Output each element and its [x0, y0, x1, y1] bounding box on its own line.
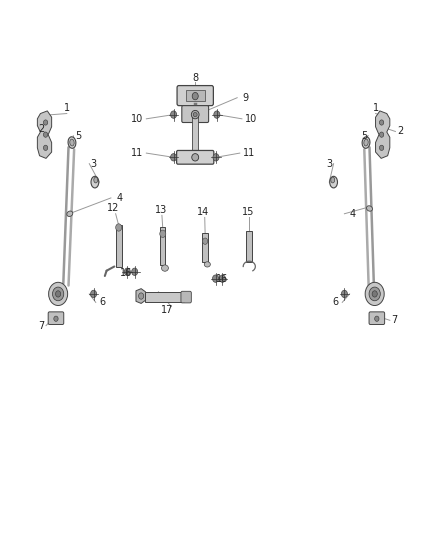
Circle shape [212, 275, 219, 282]
Circle shape [372, 291, 377, 297]
Circle shape [43, 120, 48, 125]
Text: 5: 5 [361, 131, 367, 141]
Circle shape [379, 145, 384, 150]
Text: 2: 2 [39, 124, 45, 134]
Ellipse shape [367, 206, 372, 211]
Polygon shape [375, 111, 390, 158]
Circle shape [54, 316, 58, 321]
Bar [186, 90, 205, 101]
Ellipse shape [94, 177, 98, 183]
Circle shape [53, 287, 64, 301]
Text: 2: 2 [398, 126, 404, 136]
Text: 9: 9 [242, 93, 248, 103]
Circle shape [49, 282, 67, 305]
Ellipse shape [193, 112, 197, 117]
Ellipse shape [91, 176, 99, 188]
Text: 15: 15 [242, 207, 254, 217]
Text: 11: 11 [243, 148, 255, 158]
Circle shape [43, 145, 48, 150]
Bar [160, 228, 166, 265]
Ellipse shape [162, 265, 168, 271]
Ellipse shape [68, 137, 76, 148]
Text: 1: 1 [64, 103, 70, 114]
Circle shape [160, 230, 166, 238]
Ellipse shape [192, 154, 199, 161]
Circle shape [91, 290, 97, 297]
Text: 4: 4 [350, 209, 356, 219]
Ellipse shape [191, 110, 199, 119]
Bar [145, 292, 184, 302]
Ellipse shape [330, 176, 338, 188]
Text: 11: 11 [131, 148, 143, 158]
Ellipse shape [362, 137, 370, 148]
Text: 7: 7 [39, 320, 45, 330]
FancyBboxPatch shape [177, 86, 213, 106]
FancyBboxPatch shape [369, 312, 385, 325]
Bar [116, 225, 122, 266]
Text: 14: 14 [197, 207, 209, 217]
Ellipse shape [204, 262, 210, 267]
Circle shape [192, 92, 198, 100]
Circle shape [214, 111, 220, 118]
Circle shape [374, 316, 379, 321]
Polygon shape [136, 289, 145, 303]
Circle shape [379, 120, 384, 125]
Text: 6: 6 [333, 297, 339, 308]
Circle shape [369, 287, 380, 301]
Ellipse shape [70, 139, 74, 146]
Text: 12: 12 [107, 204, 119, 214]
Ellipse shape [364, 139, 368, 146]
Text: 10: 10 [245, 114, 258, 124]
Text: 3: 3 [326, 159, 332, 168]
FancyBboxPatch shape [48, 312, 64, 325]
Bar [246, 231, 252, 262]
Circle shape [341, 290, 347, 297]
Circle shape [170, 154, 177, 161]
Circle shape [132, 268, 138, 276]
Text: 3: 3 [91, 159, 97, 168]
Text: 1: 1 [372, 103, 378, 114]
Ellipse shape [331, 177, 335, 183]
FancyBboxPatch shape [177, 150, 214, 164]
Ellipse shape [67, 211, 73, 216]
Text: 4: 4 [117, 193, 123, 203]
Circle shape [56, 291, 61, 297]
Circle shape [43, 132, 48, 138]
Text: 13: 13 [155, 205, 167, 215]
Text: 6: 6 [99, 297, 105, 308]
Text: 16: 16 [216, 274, 229, 284]
FancyBboxPatch shape [182, 106, 208, 123]
Text: 5: 5 [75, 131, 81, 141]
Text: 7: 7 [391, 316, 397, 325]
Circle shape [379, 132, 384, 138]
Circle shape [219, 275, 226, 282]
Text: 10: 10 [131, 114, 143, 124]
Text: 8: 8 [192, 72, 198, 83]
Circle shape [213, 154, 219, 161]
Circle shape [365, 282, 384, 305]
Circle shape [138, 293, 144, 299]
Bar [192, 116, 198, 150]
Text: 16: 16 [120, 268, 132, 278]
Text: 17: 17 [161, 305, 173, 315]
Circle shape [202, 238, 208, 244]
FancyBboxPatch shape [181, 292, 191, 303]
Circle shape [116, 224, 122, 231]
Circle shape [124, 268, 131, 276]
Polygon shape [37, 111, 52, 158]
Circle shape [170, 111, 177, 118]
Bar [202, 233, 208, 262]
